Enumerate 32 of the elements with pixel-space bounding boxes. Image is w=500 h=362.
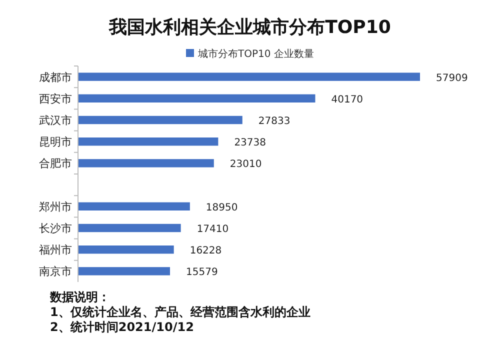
data-label: 57909 <box>436 72 468 84</box>
bar <box>78 72 420 81</box>
data-label: 16228 <box>190 246 222 257</box>
chart-title: 我国水利相关企业城市分布TOP10 <box>108 17 391 38</box>
bar <box>78 267 170 276</box>
bar <box>78 137 218 146</box>
bar <box>78 159 214 168</box>
y-tick-label: 成都市 <box>39 70 72 84</box>
bar <box>78 116 242 124</box>
data-label: 40170 <box>331 94 364 106</box>
y-tick-label: 合肥市 <box>39 157 72 170</box>
y-tick-label: 昆明市 <box>39 136 72 149</box>
legend-label: 城市分布TOP10 企业数量 <box>197 48 314 60</box>
y-tick-label: 武汉市 <box>39 114 72 127</box>
text: 1、仅统计企业名、产品、经营范围含水利的企业 <box>50 305 310 319</box>
text: 2、统计时间2021/10/12 <box>50 320 194 334</box>
data-label: 23010 <box>230 159 262 170</box>
data-label: 27833 <box>258 116 290 127</box>
data-label: 15579 <box>186 267 218 278</box>
text: 数据说明： <box>49 290 110 304</box>
y-tick-label: 长沙市 <box>39 222 72 235</box>
y-tick-label: 郑州市 <box>39 200 72 214</box>
bar <box>78 245 174 254</box>
bar <box>78 224 181 232</box>
y-tick-label: 南京市 <box>39 265 72 278</box>
bar <box>78 94 316 103</box>
data-label: 23738 <box>234 138 266 149</box>
data-label: 17410 <box>196 224 229 235</box>
data-label: 18950 <box>206 202 238 214</box>
y-tick-label: 西安市 <box>39 92 72 106</box>
bar <box>78 202 190 211</box>
y-tick-label: 福州市 <box>39 244 72 257</box>
